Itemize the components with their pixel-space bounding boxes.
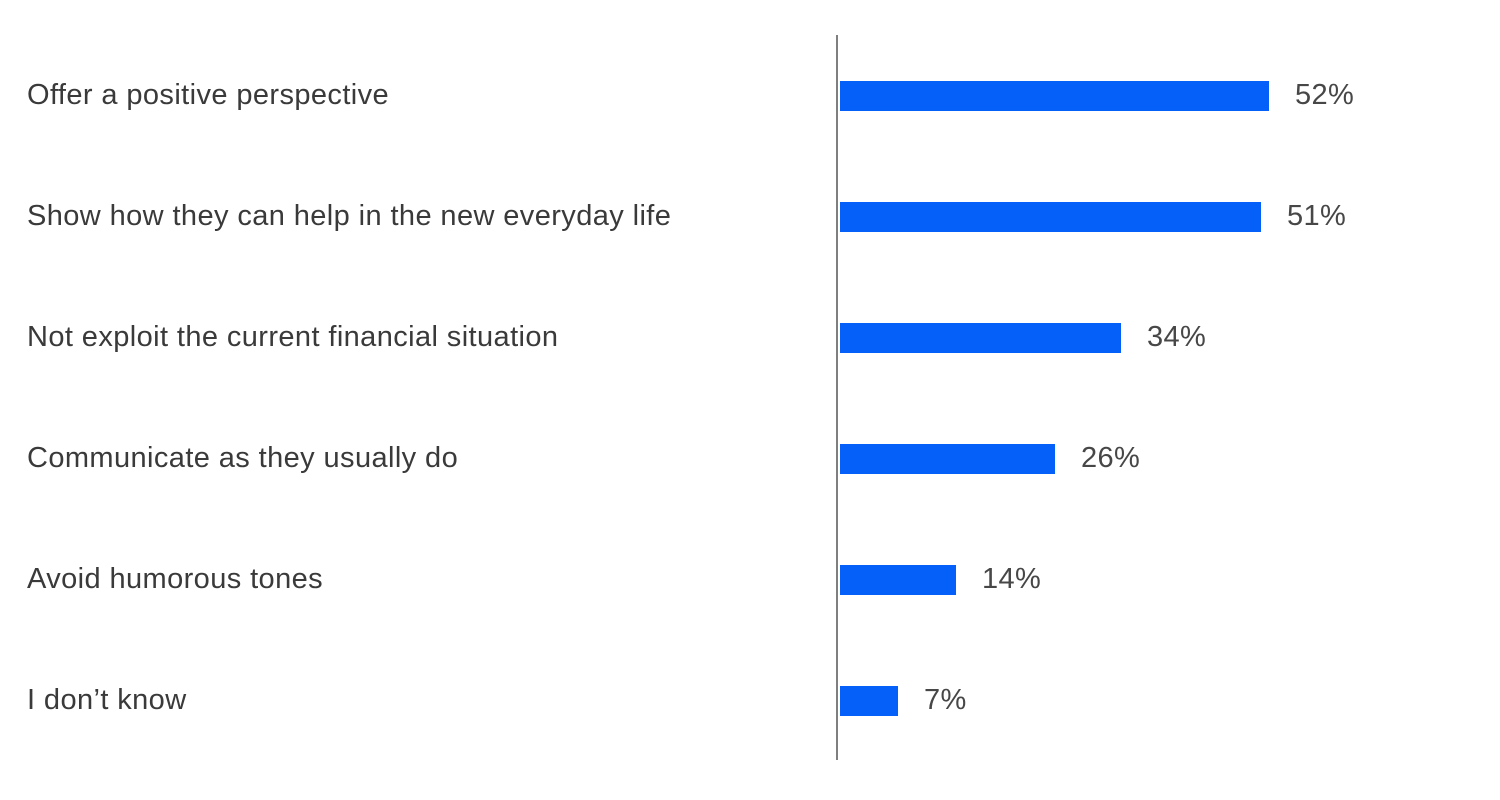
bar-row: Show how they can help in the new everyd…: [0, 156, 1500, 277]
bar-area: 26%: [840, 398, 1140, 519]
bar-area: 7%: [840, 640, 967, 761]
bar: [840, 201, 1261, 232]
value-label: 51%: [1287, 200, 1347, 232]
category-label: Show how they can help in the new everyd…: [27, 200, 672, 232]
bar-row: Communicate as they usually do 26%: [0, 398, 1500, 519]
category-label: Not exploit the current financial situat…: [27, 321, 559, 353]
bar-row: Not exploit the current financial situat…: [0, 277, 1500, 398]
bar: [840, 685, 898, 716]
bar-area: 52%: [840, 35, 1354, 156]
bar: [840, 443, 1055, 474]
value-label: 52%: [1295, 79, 1355, 111]
bar-area: 14%: [840, 519, 1041, 640]
category-label: Offer a positive perspective: [27, 79, 390, 111]
value-label: 14%: [982, 563, 1042, 595]
bar: [840, 564, 956, 595]
bar: [840, 322, 1121, 353]
value-label: 7%: [924, 684, 967, 716]
chart-rows: Offer a positive perspective 52% Show ho…: [0, 35, 1500, 761]
category-label: I don’t know: [27, 684, 187, 716]
bar-row: Avoid humorous tones 14%: [0, 519, 1500, 640]
category-label: Communicate as they usually do: [27, 442, 459, 474]
bar-row: Offer a positive perspective 52%: [0, 35, 1500, 156]
value-label: 34%: [1147, 321, 1207, 353]
bar-area: 34%: [840, 277, 1206, 398]
bar-area: 51%: [840, 156, 1346, 277]
bar-row: I don’t know 7%: [0, 640, 1500, 761]
y-axis-line: [836, 35, 838, 760]
category-label: Avoid humorous tones: [27, 563, 324, 595]
bar: [840, 80, 1269, 111]
value-label: 26%: [1081, 442, 1141, 474]
